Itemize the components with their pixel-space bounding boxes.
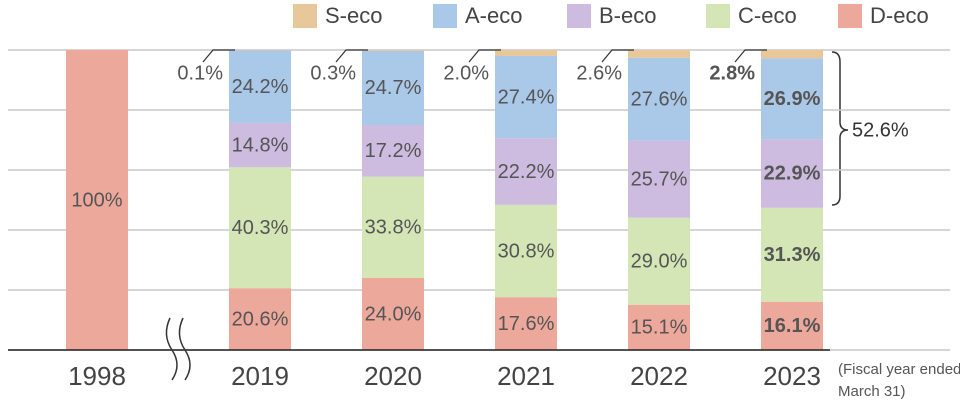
value-label: 2.6% bbox=[576, 62, 622, 84]
legend-swatch bbox=[838, 4, 862, 28]
value-label: 15.1% bbox=[631, 317, 688, 339]
bar-segment bbox=[628, 50, 690, 58]
value-label: 24.2% bbox=[232, 76, 289, 98]
value-label: 22.2% bbox=[498, 161, 555, 183]
legend-label: C-eco bbox=[738, 3, 797, 28]
value-label: 27.6% bbox=[631, 88, 688, 110]
footnote: (Fiscal year ended bbox=[838, 361, 960, 378]
legend-swatch bbox=[433, 4, 457, 28]
value-label: 20.6% bbox=[232, 308, 289, 330]
value-label: 0.3% bbox=[310, 62, 356, 84]
value-label: 29.0% bbox=[631, 250, 688, 272]
axis-break bbox=[166, 318, 190, 380]
legend-swatch bbox=[706, 4, 730, 28]
value-label: 31.3% bbox=[764, 244, 821, 266]
value-label: 2.8% bbox=[709, 62, 755, 84]
value-label: 30.8% bbox=[498, 240, 555, 262]
value-label: 33.8% bbox=[365, 217, 422, 239]
bar-segment bbox=[362, 50, 424, 51]
value-label: 0.1% bbox=[177, 62, 223, 84]
value-label: 24.7% bbox=[365, 77, 422, 99]
bar-segment bbox=[761, 50, 823, 58]
legend-label: B-eco bbox=[599, 3, 656, 28]
legend-swatch bbox=[567, 4, 591, 28]
footnote: March 31) bbox=[838, 383, 906, 400]
x-tick-label: 1998 bbox=[68, 361, 126, 391]
value-label: 40.3% bbox=[232, 217, 289, 239]
value-label: 22.9% bbox=[764, 163, 821, 185]
value-label: 100% bbox=[71, 189, 122, 211]
value-label: 17.2% bbox=[365, 140, 422, 162]
legend-label: A-eco bbox=[465, 3, 522, 28]
bar-segment bbox=[495, 50, 557, 56]
value-label: 27.4% bbox=[498, 86, 555, 108]
legend-label: S-eco bbox=[325, 3, 382, 28]
value-label: 14.8% bbox=[232, 134, 289, 156]
legend-swatch bbox=[293, 4, 317, 28]
brace bbox=[832, 52, 848, 205]
value-label: 16.1% bbox=[764, 315, 821, 337]
annotation: 52.6% bbox=[852, 119, 909, 141]
x-tick-label: 2020 bbox=[364, 361, 422, 391]
x-tick-label: 2021 bbox=[497, 361, 555, 391]
value-label: 24.0% bbox=[365, 303, 422, 325]
value-label: 25.7% bbox=[631, 168, 688, 190]
x-tick-label: 2022 bbox=[630, 361, 688, 391]
value-label: 17.6% bbox=[498, 313, 555, 335]
legend-label: D-eco bbox=[870, 3, 929, 28]
x-tick-label: 2023 bbox=[763, 361, 821, 391]
value-label: 26.9% bbox=[764, 88, 821, 110]
x-tick-label: 2019 bbox=[231, 361, 289, 391]
value-label: 2.0% bbox=[443, 62, 489, 84]
